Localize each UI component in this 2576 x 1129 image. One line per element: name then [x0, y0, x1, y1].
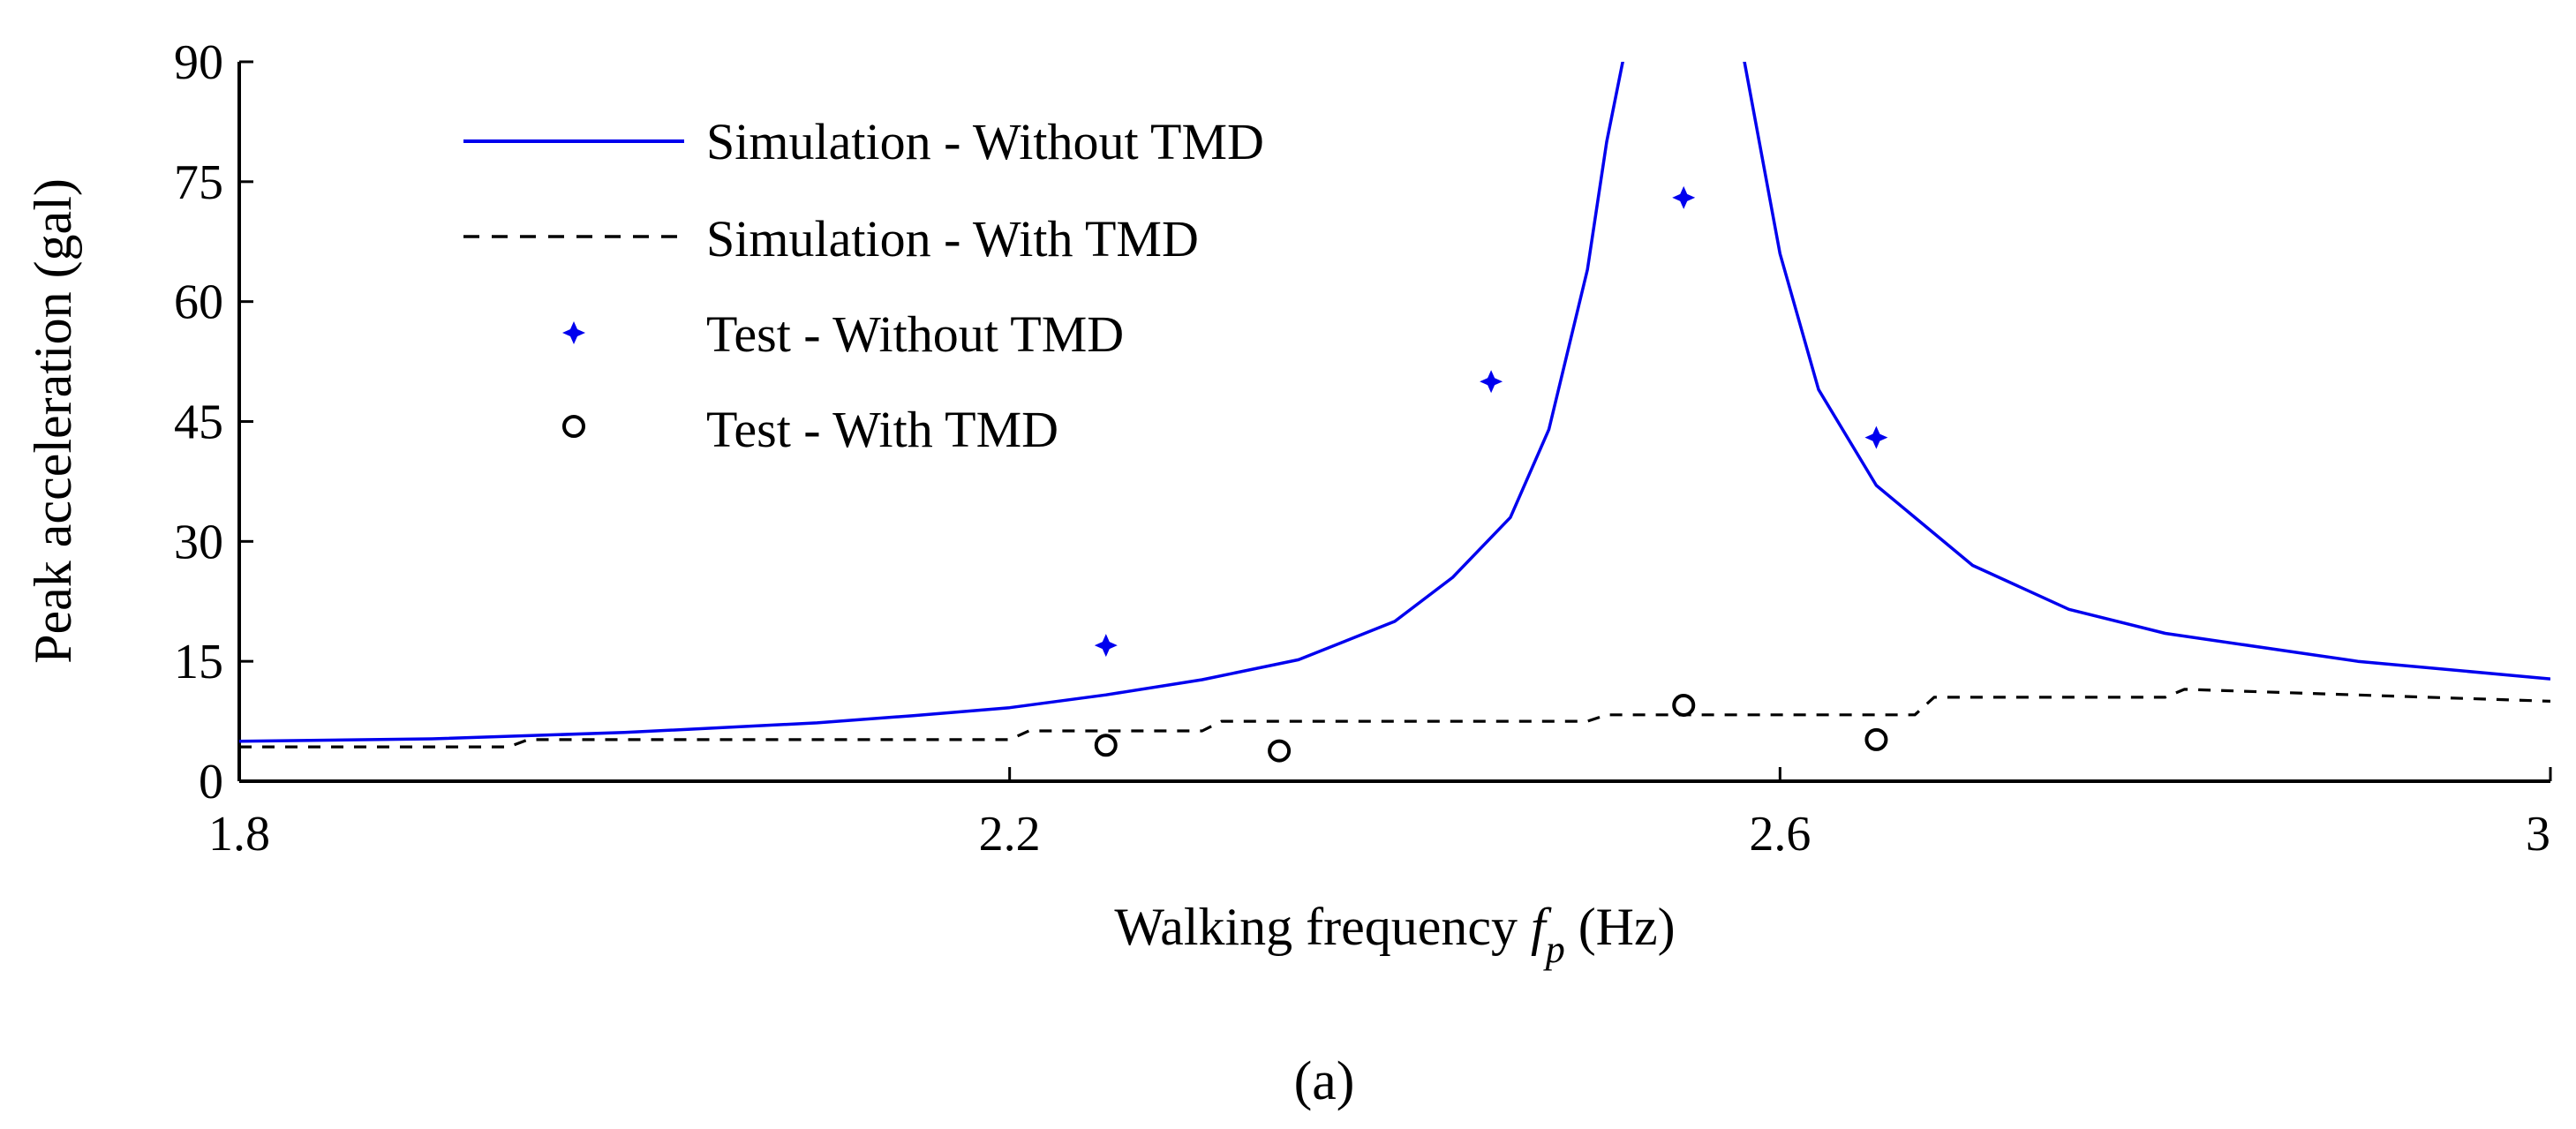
legend-swatch-test-without — [562, 321, 585, 344]
data-point-test-with — [1268, 739, 1292, 763]
y-axis-label: Peak acceleration (gal) — [24, 178, 82, 664]
y-tick-label: 75 — [174, 155, 223, 210]
data-point-test-without — [1094, 634, 1118, 658]
x-axis-label: Walking frequency fp (Hz) — [1114, 898, 1675, 971]
x-tick-label: 3 — [2526, 807, 2550, 862]
y-tick-label: 60 — [174, 275, 223, 330]
data-point-test-with — [1672, 693, 1696, 717]
axis-tick-labels: 0 15 30 45 60 75 90 1.8 2.2 2.6 3 — [174, 35, 2550, 862]
data-point-test-with — [1864, 727, 1888, 751]
y-tick-label: 0 — [199, 755, 223, 809]
series-layer — [239, 62, 2550, 749]
series-line-sim-with — [239, 688, 2550, 749]
legend: Simulation - Without TMD Simulation - Wi… — [463, 113, 1264, 458]
legend-label-sim-without: Simulation - Without TMD — [706, 113, 1264, 170]
x-axis-label-text: Walking frequency — [1114, 898, 1518, 956]
x-tick-label: 2.2 — [979, 807, 1041, 862]
x-axis-label-unit: (Hz) — [1578, 898, 1676, 956]
data-point-test-without — [1480, 370, 1503, 394]
legend-label-sim-with: Simulation - With TMD — [706, 210, 1199, 267]
figure-caption: (a) — [1294, 1051, 1355, 1111]
marker-layer — [1094, 185, 1888, 763]
y-tick-label: 90 — [174, 35, 223, 90]
axis-ticks — [237, 60, 2552, 783]
x-tick-label: 1.8 — [208, 807, 270, 862]
x-axis-label-subscript: p — [1543, 928, 1565, 971]
series-line-sim-without — [239, 62, 2550, 743]
y-tick-label: 15 — [174, 635, 223, 689]
legend-label-test-without: Test - Without TMD — [706, 305, 1124, 363]
data-point-test-with — [1094, 734, 1118, 757]
x-tick-label: 2.6 — [1749, 807, 1811, 862]
legend-label-test-with: Test - With TMD — [706, 401, 1058, 458]
data-point-test-without — [1864, 425, 1888, 449]
y-tick-label: 45 — [174, 395, 223, 450]
y-tick-label: 30 — [174, 515, 223, 569]
data-point-test-without — [1672, 185, 1696, 209]
legend-swatch-test-with — [562, 415, 585, 438]
